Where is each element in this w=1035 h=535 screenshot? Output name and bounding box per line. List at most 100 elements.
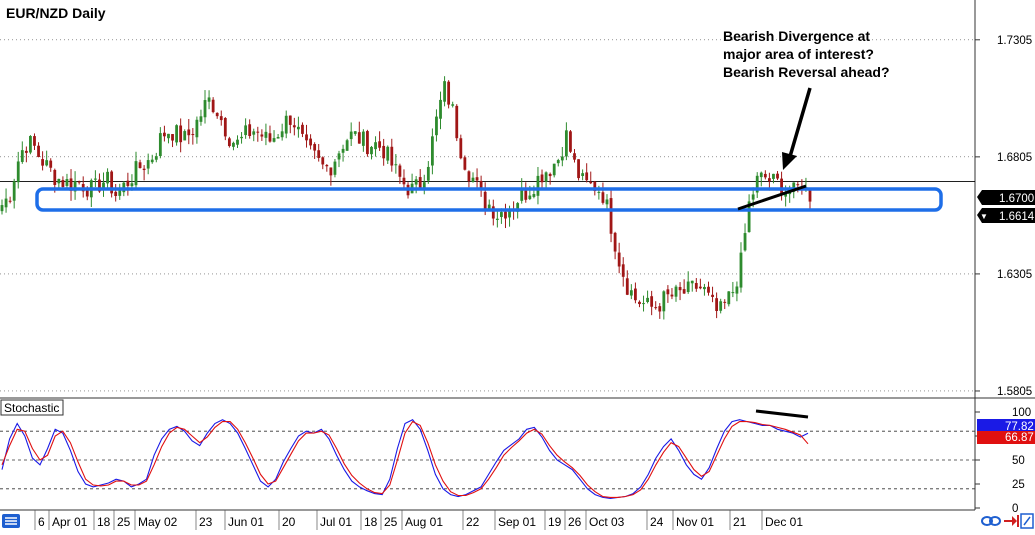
candle-body — [414, 179, 418, 185]
candle-body — [459, 138, 463, 159]
candle-body — [110, 171, 114, 194]
candle-body — [479, 180, 483, 191]
candle-body — [593, 181, 597, 192]
candle-body — [703, 286, 706, 290]
candle-body — [203, 100, 207, 118]
divergence-line-price — [737, 184, 807, 211]
candle-body — [694, 282, 698, 289]
candle-body — [589, 181, 593, 184]
candle-body — [443, 81, 446, 102]
stochastic-label: Stochastic — [4, 401, 59, 415]
arrow-right-icon[interactable] — [1004, 515, 1019, 527]
candle-body — [57, 178, 61, 184]
candle-body — [638, 301, 641, 305]
price-tag-lower: 1.6614 — [999, 211, 1035, 223]
annotation-arrow-shaft — [787, 87, 812, 161]
candle-body — [357, 132, 361, 144]
candle-body — [455, 105, 459, 139]
candle-body — [658, 306, 662, 312]
candle-body — [240, 136, 243, 139]
candle-body — [366, 131, 369, 155]
candle-body — [613, 232, 617, 252]
candle-body — [268, 133, 272, 142]
candle-body — [244, 125, 248, 136]
candle-body — [85, 189, 89, 197]
stochastic-tick-label: 0 — [1012, 503, 1018, 515]
candle-body — [382, 145, 386, 159]
candle-body — [0, 205, 4, 212]
candle-body — [264, 131, 268, 138]
candle-body — [236, 139, 239, 145]
candle-body — [150, 159, 154, 163]
candle-body — [601, 192, 605, 203]
scale-icon[interactable] — [1020, 513, 1034, 529]
candle-body — [292, 125, 296, 128]
candle-body — [260, 134, 264, 137]
candle-body — [138, 162, 142, 169]
candle-body — [20, 150, 24, 162]
time-tick-label: Oct 03 — [589, 515, 625, 529]
candle-body — [29, 135, 32, 153]
candle-body — [313, 144, 317, 151]
candle-body — [321, 157, 325, 165]
candle-body — [305, 134, 308, 141]
candle-body — [337, 153, 341, 160]
candle-body — [191, 134, 195, 136]
time-tick-label: 20 — [282, 515, 296, 529]
candle-body — [719, 301, 723, 311]
candle-body — [215, 112, 219, 117]
candle-body — [528, 195, 532, 200]
divergence-line-stochastic — [755, 409, 809, 419]
candle-body — [573, 153, 576, 160]
menu-icon[interactable] — [2, 514, 20, 528]
candle-body — [662, 291, 666, 312]
candle-body — [564, 130, 568, 157]
candle-body — [183, 131, 187, 141]
candle-body — [544, 172, 548, 182]
time-tick-label: 6 — [38, 515, 45, 529]
candle-body — [199, 116, 203, 122]
candle-body — [690, 280, 694, 284]
candle-body — [73, 181, 77, 192]
candle-body — [682, 289, 686, 294]
stoch-tag-k-box — [977, 419, 1035, 433]
time-tick-label: 19 — [548, 515, 562, 529]
candle-body — [126, 180, 130, 186]
candle-body — [341, 148, 345, 153]
time-tick-label: Jun 01 — [228, 515, 264, 529]
candle-body — [187, 129, 191, 136]
candle-body — [232, 142, 235, 147]
candle-body — [426, 166, 430, 181]
candle-body — [439, 99, 442, 119]
candle-body — [763, 173, 767, 178]
candle-body — [61, 179, 65, 187]
candle-body — [374, 142, 377, 150]
candle-body — [248, 124, 252, 137]
candle-body — [487, 204, 491, 211]
candle-body — [12, 181, 16, 201]
price-tick-label: 1.6305 — [997, 269, 1032, 281]
candle-body — [731, 292, 735, 294]
candle-body — [276, 137, 280, 139]
candle-body — [394, 164, 398, 166]
candle-body — [495, 218, 499, 220]
annotation-line-3: Bearish Reversal ahead? — [723, 64, 890, 80]
candle-body — [106, 171, 109, 184]
candle-body — [398, 165, 402, 177]
candle-body — [711, 294, 714, 297]
stochastic-tick-label: 25 — [1012, 479, 1025, 491]
candle-body — [751, 194, 755, 200]
candle-body — [552, 163, 556, 176]
candle-body — [65, 179, 69, 186]
time-tick-label: Aug 01 — [405, 515, 443, 529]
candle-body — [650, 296, 654, 307]
candle-body — [500, 212, 503, 217]
price-tick-label: 1.6805 — [997, 152, 1032, 164]
link-icon[interactable] — [981, 516, 1001, 526]
candle-body — [597, 191, 601, 193]
candle-body — [219, 116, 223, 121]
candle-body — [4, 198, 8, 208]
candle-body — [179, 125, 183, 143]
